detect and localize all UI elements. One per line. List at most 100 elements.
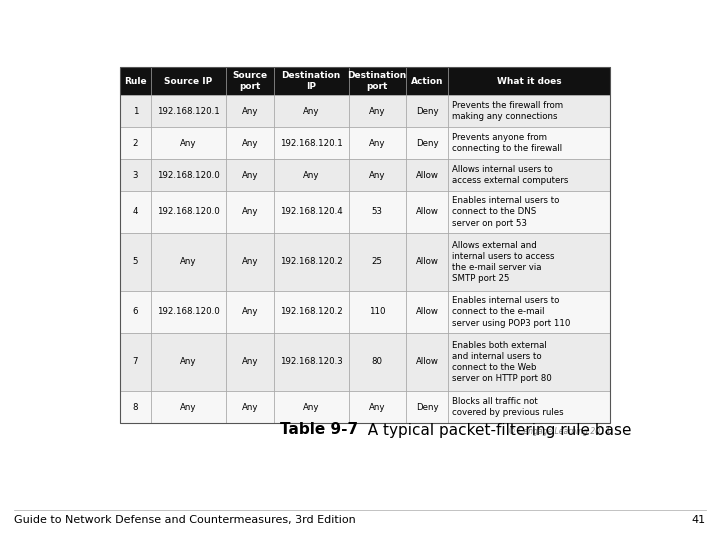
Text: 192.168.120.3: 192.168.120.3	[280, 357, 343, 367]
Text: Guide to Network Defense and Countermeasures, 3rd Edition: Guide to Network Defense and Countermeas…	[14, 515, 356, 525]
Bar	[449, 391, 610, 423]
Bar	[274, 391, 348, 423]
Text: Any: Any	[369, 138, 385, 147]
Bar	[406, 333, 449, 391]
Bar	[274, 291, 348, 333]
Text: 192.168.120.2: 192.168.120.2	[280, 307, 343, 316]
Text: Enables both external
and internal users to
connect to the Web
server on HTTP po: Enables both external and internal users…	[452, 341, 552, 383]
Bar	[406, 191, 449, 233]
Bar	[348, 391, 406, 423]
Text: Destination
IP: Destination IP	[282, 71, 341, 91]
Text: 1: 1	[132, 106, 138, 116]
Text: Enables internal users to
connect to the DNS
server on port 53: Enables internal users to connect to the…	[452, 197, 559, 227]
Text: Any: Any	[242, 138, 258, 147]
Bar	[406, 127, 449, 159]
Text: Any: Any	[180, 357, 197, 367]
Text: Any: Any	[303, 402, 320, 411]
Text: Table 9-7: Table 9-7	[280, 422, 358, 437]
Bar	[406, 159, 449, 191]
Bar	[449, 95, 610, 127]
Bar	[151, 291, 226, 333]
Bar	[120, 191, 151, 233]
Bar	[348, 95, 406, 127]
Text: 2: 2	[132, 138, 138, 147]
Text: Any: Any	[242, 207, 258, 217]
Text: Allow: Allow	[415, 171, 438, 179]
Bar	[226, 233, 274, 291]
Bar	[120, 127, 151, 159]
Text: 192.168.120.0: 192.168.120.0	[157, 207, 220, 217]
Bar	[406, 233, 449, 291]
Text: Allows internal users to
access external computers: Allows internal users to access external…	[452, 165, 569, 185]
Bar	[348, 333, 406, 391]
Text: Deny: Deny	[415, 106, 438, 116]
Text: Action: Action	[411, 77, 444, 85]
Text: 6: 6	[132, 307, 138, 316]
Text: Prevents anyone from
connecting to the firewall: Prevents anyone from connecting to the f…	[452, 133, 562, 153]
Bar	[274, 67, 348, 95]
Bar	[120, 333, 151, 391]
Text: Enables internal users to
connect to the e-mail
server using POP3 port 110: Enables internal users to connect to the…	[452, 296, 571, 328]
Bar	[120, 67, 610, 423]
Bar	[120, 67, 151, 95]
Text: Any: Any	[303, 106, 320, 116]
Bar	[406, 291, 449, 333]
Text: 192.168.120.4: 192.168.120.4	[280, 207, 343, 217]
Text: Allow: Allow	[415, 258, 438, 267]
Text: Any: Any	[303, 171, 320, 179]
Bar	[449, 333, 610, 391]
Bar	[449, 127, 610, 159]
Text: 8: 8	[132, 402, 138, 411]
Text: 5: 5	[132, 258, 138, 267]
Bar	[151, 127, 226, 159]
Text: Any: Any	[369, 171, 385, 179]
Text: Source IP: Source IP	[164, 77, 212, 85]
Bar	[120, 233, 151, 291]
Text: 41: 41	[692, 515, 706, 525]
Bar	[274, 95, 348, 127]
Text: 3: 3	[132, 171, 138, 179]
Bar	[120, 391, 151, 423]
Bar	[226, 127, 274, 159]
Bar	[151, 159, 226, 191]
Bar	[348, 291, 406, 333]
Bar	[449, 233, 610, 291]
Bar	[120, 95, 151, 127]
Text: Any: Any	[242, 307, 258, 316]
Bar	[348, 159, 406, 191]
Text: Any: Any	[369, 106, 385, 116]
Text: What it does: What it does	[497, 77, 562, 85]
Bar	[449, 291, 610, 333]
Text: 80: 80	[372, 357, 383, 367]
Text: A typical packet-filtering rule base: A typical packet-filtering rule base	[358, 422, 631, 437]
Bar	[226, 291, 274, 333]
Bar	[274, 127, 348, 159]
Bar	[348, 191, 406, 233]
Bar	[449, 67, 610, 95]
Bar	[226, 191, 274, 233]
Bar	[151, 191, 226, 233]
Text: Any: Any	[242, 106, 258, 116]
Bar	[226, 391, 274, 423]
Text: 192.168.120.0: 192.168.120.0	[157, 307, 220, 316]
Text: Prevents the firewall from
making any connections: Prevents the firewall from making any co…	[452, 101, 564, 121]
Bar	[226, 333, 274, 391]
Text: Source
port: Source port	[233, 71, 267, 91]
Text: Any: Any	[180, 138, 197, 147]
Bar	[274, 233, 348, 291]
Text: 192.168.120.0: 192.168.120.0	[157, 171, 220, 179]
Text: 25: 25	[372, 258, 383, 267]
Text: Allows external and
internal users to access
the e-mail server via
SMTP port 25: Allows external and internal users to ac…	[452, 241, 555, 283]
Bar	[274, 191, 348, 233]
Text: Rule: Rule	[125, 77, 147, 85]
Text: 192.168.120.1: 192.168.120.1	[157, 106, 220, 116]
Text: Allow: Allow	[415, 307, 438, 316]
Text: 192.168.120.2: 192.168.120.2	[280, 258, 343, 267]
Bar	[274, 333, 348, 391]
Bar	[348, 127, 406, 159]
Text: Deny: Deny	[415, 402, 438, 411]
Text: Destination
port: Destination port	[348, 71, 407, 91]
Bar	[226, 67, 274, 95]
Bar	[449, 191, 610, 233]
Text: 7: 7	[132, 357, 138, 367]
